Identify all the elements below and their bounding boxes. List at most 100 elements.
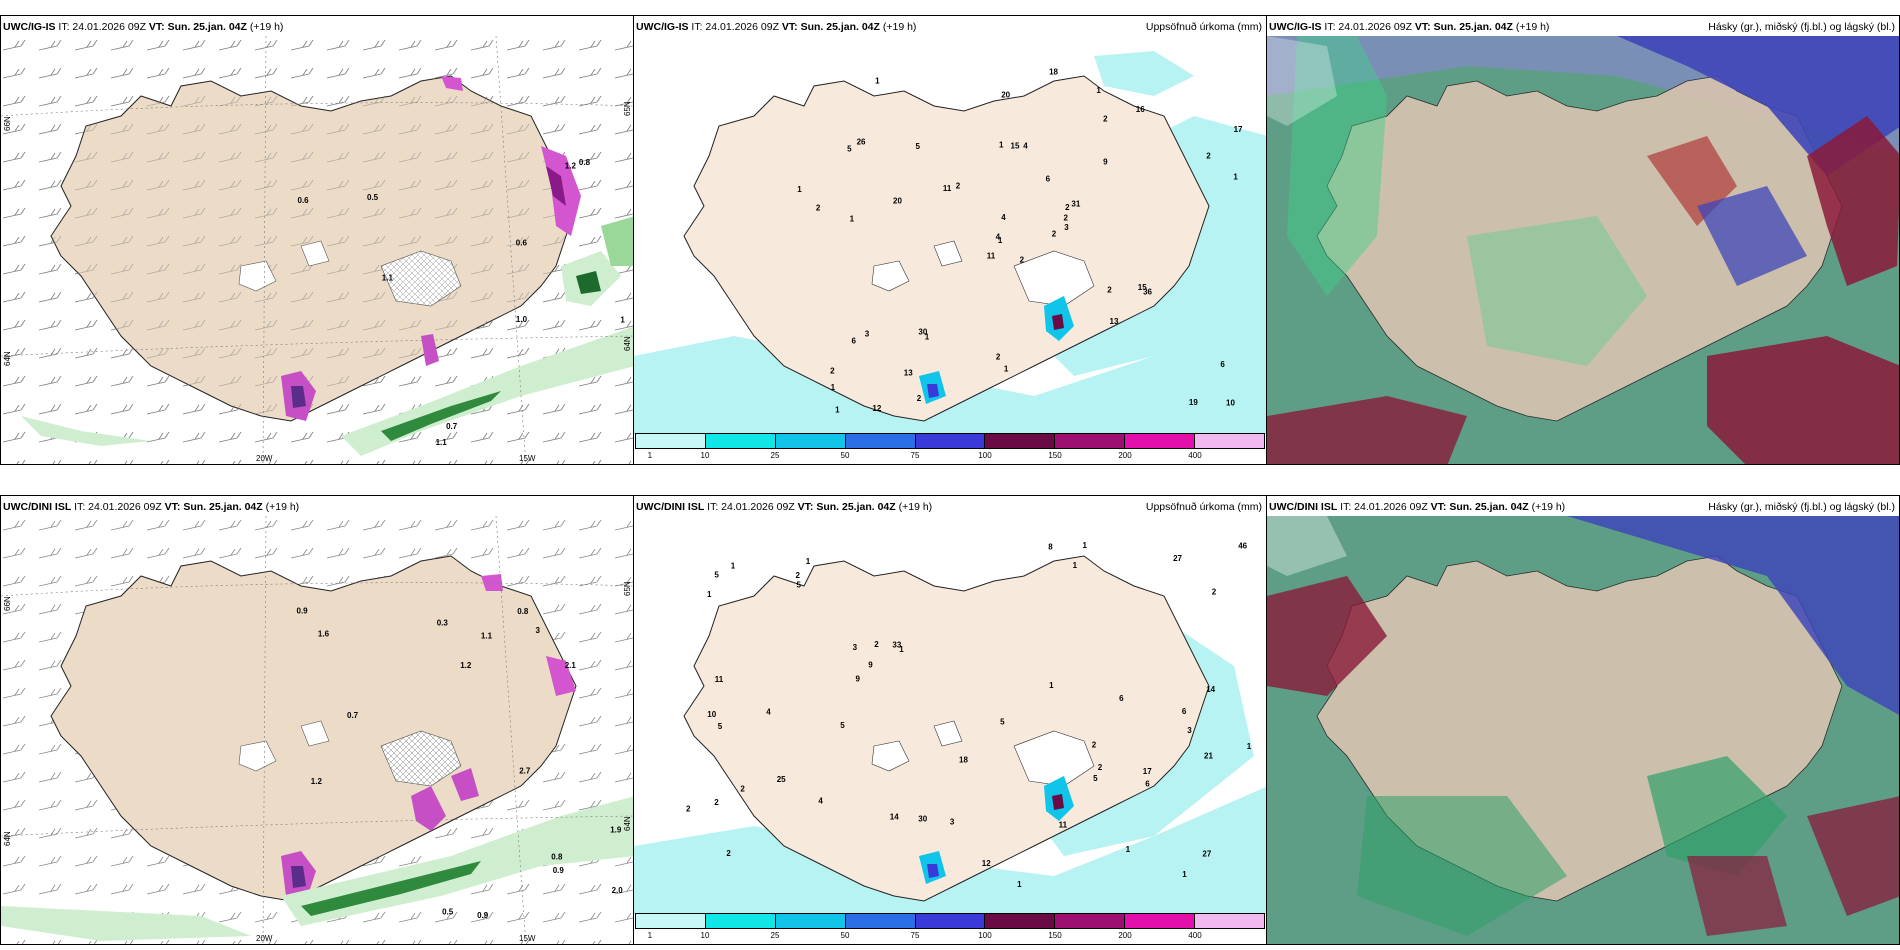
value-label: 1.1 xyxy=(481,631,493,640)
legend-tick-label: 150 xyxy=(1048,451,1062,460)
legend-swatch xyxy=(775,434,846,448)
value-label: 1 xyxy=(806,557,811,566)
value-label: 5 xyxy=(847,144,852,153)
legend-swatch xyxy=(636,434,706,448)
legend-swatch xyxy=(985,434,1056,448)
value-label: 10 xyxy=(1226,399,1235,408)
value-label: 6 xyxy=(1182,707,1187,716)
precip-legend: 1 10 25 50 75 100 150 200 400 xyxy=(635,913,1265,943)
legend-swatch xyxy=(1055,434,1126,448)
value-label: 1 xyxy=(925,332,930,341)
value-label: 10 xyxy=(707,710,716,719)
value-label: 0.3 xyxy=(437,618,449,627)
value-label: 1 xyxy=(1233,173,1238,182)
panel-title: UWC/IG-IS IT: 24.01.2026 09Z VT: Sun. 25… xyxy=(3,21,284,33)
lat-label-64n-right: 64N xyxy=(623,336,632,351)
value-label: 5 xyxy=(1093,774,1098,783)
value-label: 2 xyxy=(1098,763,1103,772)
value-label: 2 xyxy=(714,798,719,807)
value-label: 1 xyxy=(731,562,736,571)
legend-swatch xyxy=(705,914,776,928)
value-label: 8 xyxy=(1048,542,1053,551)
value-label: 6 xyxy=(1145,780,1150,789)
value-label: 1 xyxy=(835,406,840,415)
value-label: 1.2 xyxy=(460,661,472,670)
value-label: 1 xyxy=(998,236,1003,245)
value-label: 1 xyxy=(850,215,855,224)
value-label: 27 xyxy=(1173,554,1182,563)
value-label: 1.1 xyxy=(436,438,448,447)
value-label: 11 xyxy=(715,675,724,684)
value-label: 18 xyxy=(1049,67,1058,76)
legend-tick-label: 200 xyxy=(1118,931,1132,940)
value-label: 6 xyxy=(1119,694,1124,703)
legend-swatch xyxy=(1195,914,1265,928)
value-label: 2 xyxy=(1107,285,1112,294)
value-label: 1 xyxy=(620,315,625,324)
value-label: 15 xyxy=(1138,283,1147,292)
glacier xyxy=(238,260,277,292)
lon-label-20w: 20W xyxy=(256,454,273,463)
value-label: 6 xyxy=(1046,175,1051,184)
panel-title: UWC/DINI ISL IT: 24.01.2026 09Z VT: Sun.… xyxy=(636,501,933,513)
value-label: 11 xyxy=(987,252,996,261)
value-label: 1 xyxy=(899,645,904,654)
value-label: 1 xyxy=(1126,845,1131,854)
cloud-map xyxy=(1267,36,1899,464)
value-label: 11 xyxy=(943,184,952,193)
value-label: 15 xyxy=(1011,142,1020,151)
mid-cloud-area xyxy=(1267,576,1387,696)
value-label: 20 xyxy=(1001,91,1010,100)
lat-label-65n: 65N xyxy=(623,581,632,596)
lat-label-66n: 66N xyxy=(3,116,12,131)
value-label: 2 xyxy=(1052,230,1057,239)
value-label: 13 xyxy=(1110,317,1119,326)
value-label: 5 xyxy=(916,142,921,151)
lat-label-64n: 64N xyxy=(3,831,12,846)
value-label: 2 xyxy=(956,182,961,191)
legend-swatch xyxy=(915,434,986,448)
legend-tick-label: 400 xyxy=(1188,451,1202,460)
value-label: 4 xyxy=(1001,213,1006,222)
value-label: 1.1 xyxy=(382,274,394,283)
legend-swatch xyxy=(775,914,846,928)
value-label: 2 xyxy=(1103,114,1108,123)
wind-map: 0.6 0.5 0.6 0.7 1.2 1.1 1.0 1.1 0.8 1 xyxy=(1,36,633,464)
legend-tick-label: 50 xyxy=(840,931,850,940)
value-label: 0.7 xyxy=(347,711,359,720)
value-label: 2 xyxy=(796,571,801,580)
value-label: 1 xyxy=(1004,364,1009,373)
value-label: 3 xyxy=(950,818,955,827)
legend-swatch xyxy=(1195,434,1265,448)
value-label: 0.6 xyxy=(298,196,310,205)
value-label: 20 xyxy=(893,197,902,206)
value-label: 1 xyxy=(1247,742,1252,751)
panel-subtitle: Hásky (gr.), miðský (fj.bl.) og lágský (… xyxy=(1708,501,1895,513)
legend-swatch xyxy=(1125,914,1196,928)
value-label: 25 xyxy=(777,775,786,784)
value-label: 6 xyxy=(852,337,857,346)
low-cloud-area xyxy=(1617,36,1899,176)
map-panel-bottom-left: UWC/DINI ISL IT: 24.01.2026 09Z VT: Sun.… xyxy=(0,495,634,945)
precip-legend-bar xyxy=(635,433,1265,449)
precip-legend-bar xyxy=(635,913,1265,929)
precip-area-south xyxy=(634,287,1266,434)
value-label: 9 xyxy=(868,661,873,670)
panel-title: UWC/IG-IS IT: 24.01.2026 09Z VT: Sun. 25… xyxy=(636,21,917,33)
value-label: 2.1 xyxy=(565,661,577,670)
value-label: 1.0 xyxy=(516,315,528,324)
lat-label-66n: 66N xyxy=(3,596,12,611)
value-label: 2 xyxy=(830,367,835,376)
value-label: 1 xyxy=(707,590,712,599)
value-label: 2 xyxy=(1064,213,1069,222)
value-label: 46 xyxy=(1238,542,1247,551)
map-panel-top-left: UWC/IG-IS IT: 24.01.2026 09Z VT: Sun. 25… xyxy=(0,15,634,465)
precip-legend: 1 10 25 50 75 100 150 200 400 xyxy=(635,433,1265,463)
value-label: 2 xyxy=(816,203,821,212)
value-label: 3 xyxy=(1064,223,1069,232)
value-label: 2.7 xyxy=(519,767,531,776)
legend-swatch xyxy=(705,434,776,448)
high-cloud-area xyxy=(1287,36,1387,296)
legend-tick-label: 200 xyxy=(1118,451,1132,460)
low-cloud-area xyxy=(1567,516,1899,715)
